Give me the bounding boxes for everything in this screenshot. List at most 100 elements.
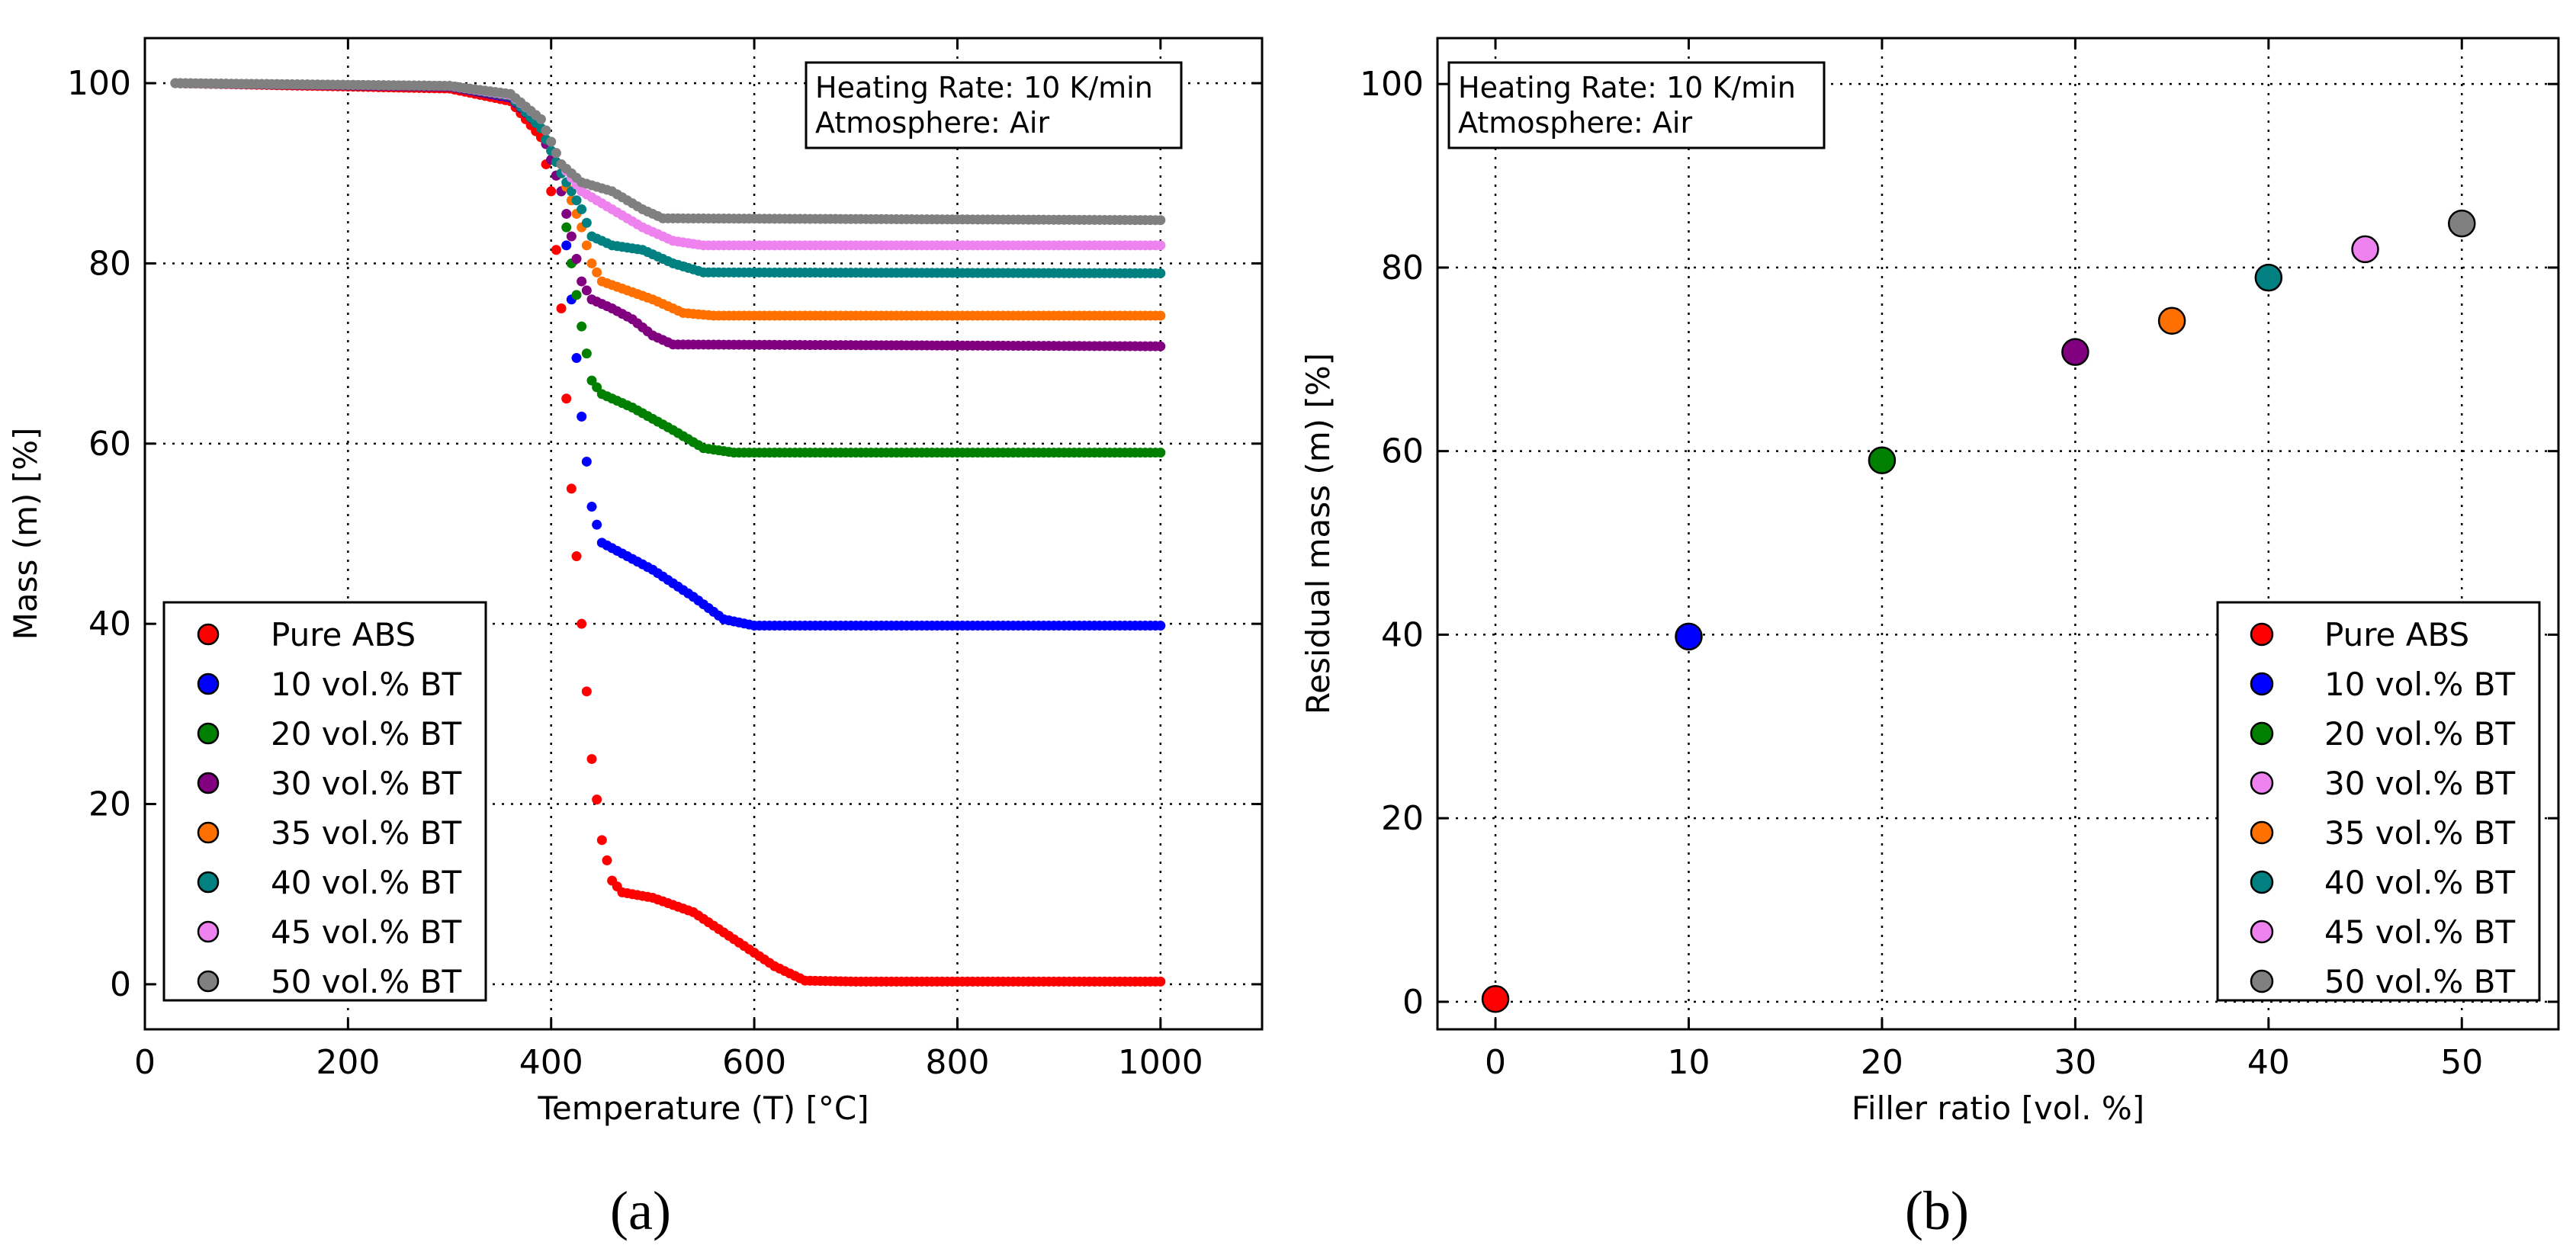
panel-b-point bbox=[2448, 209, 2476, 238]
panel-b-xtick-label: 40 bbox=[2247, 1043, 2290, 1082]
panel-a-ytick-label: 80 bbox=[88, 244, 131, 283]
panel-b-frame bbox=[1436, 37, 2560, 1031]
panel-a-point bbox=[581, 456, 592, 467]
panel-a-annotation-box bbox=[805, 61, 1183, 149]
panel-a-legend: Pure ABS 10 vol.% BT 20 vol.% BT 30 vol.% B… bbox=[162, 601, 487, 1002]
panel-a-legend-label: 40 vol.% BT bbox=[271, 864, 461, 901]
panel-b-legend-label: 35 vol.% BT bbox=[2324, 814, 2515, 852]
panel-a-legend-marker bbox=[197, 623, 220, 646]
panel-b-caption: (b) bbox=[1905, 1180, 1969, 1241]
panel-a-point bbox=[1155, 268, 1166, 278]
panel-b-ytick-label: 20 bbox=[1381, 799, 1424, 838]
panel-a-xtick-label: 400 bbox=[519, 1043, 583, 1082]
panel-a-legend-label: 20 vol.% BT bbox=[271, 715, 461, 753]
panel-b-atmosphere: Atmosphere: Air bbox=[1458, 106, 1692, 140]
panel-b-legend-label: 20 vol.% BT bbox=[2324, 715, 2515, 753]
panel-a-point bbox=[571, 551, 582, 562]
panel-b-legend-label: 45 vol.% BT bbox=[2324, 913, 2515, 951]
panel-b-annotation: Heating Rate: 10 K/min Atmosphere: Air bbox=[1447, 61, 1826, 149]
panel-a-point bbox=[561, 208, 572, 219]
panel-a-xtick-label: 1000 bbox=[1118, 1043, 1203, 1082]
panel-a-ytick-label: 40 bbox=[88, 605, 131, 644]
panel-a-point bbox=[561, 393, 572, 404]
panel-b-ytick-label: 100 bbox=[1360, 65, 1424, 104]
panel-b-point bbox=[1481, 985, 1510, 1013]
panel-a-frame bbox=[143, 37, 1264, 1031]
panel-a-point bbox=[566, 186, 577, 197]
panel-a-atmosphere: Atmosphere: Air bbox=[815, 106, 1049, 140]
panel-a-legend-label: 45 vol.% BT bbox=[271, 913, 461, 951]
panel-b-ylabel: Residual mass (m) [%] bbox=[1299, 353, 1337, 714]
panel-b-legend-marker bbox=[2250, 969, 2274, 993]
panel-b-point bbox=[2061, 338, 2089, 366]
panel-a-legend-marker bbox=[197, 821, 220, 844]
panel-a-legend-label: 30 vol.% BT bbox=[271, 765, 461, 802]
panel-b-ytick-label: 80 bbox=[1381, 249, 1424, 287]
panel-a-legend-marker bbox=[197, 871, 220, 894]
panel-b-legend-marker bbox=[2250, 920, 2274, 944]
panel-a-point bbox=[581, 240, 592, 251]
panel-a-legend-label: 35 vol.% BT bbox=[271, 814, 461, 852]
panel-b-marks bbox=[1481, 209, 2476, 1013]
panel-a-xlabel: Temperature (T) [°C] bbox=[537, 1090, 869, 1127]
panel-a-legend-marker bbox=[197, 722, 220, 745]
panel-b-heating-rate: Heating Rate: 10 K/min bbox=[1458, 71, 1796, 104]
panel-a-xtick-label: 200 bbox=[316, 1043, 380, 1082]
panel-b-ytick-label: 40 bbox=[1381, 615, 1424, 654]
panel-a-point bbox=[561, 240, 572, 251]
panel-a-xtick-label: 0 bbox=[134, 1043, 156, 1082]
panel-a-point bbox=[592, 519, 602, 530]
panel-a-ticks: 0 200 400 600 800 1000 0 20 40 60 80 100 bbox=[67, 38, 1262, 1082]
panel-a-point bbox=[596, 835, 607, 846]
panel-a-point bbox=[581, 686, 592, 697]
panel-a-ylabel: Mass (m) [%] bbox=[7, 428, 44, 640]
panel-b-xlabel: Filler ratio [vol. %] bbox=[1852, 1090, 2144, 1127]
panel-b-point bbox=[2254, 263, 2283, 292]
panel-a-point bbox=[1155, 215, 1166, 226]
panel-b: 0 10 20 30 40 50 0 20 40 60 80 100 Filler ratio [vo… bbox=[1299, 37, 2560, 1241]
panel-a-point bbox=[1155, 310, 1166, 321]
panel-b-ticks: 0 10 20 30 40 50 0 20 40 60 80 100 bbox=[1360, 38, 2558, 1082]
panel-a-legend-label: Pure ABS bbox=[271, 616, 416, 653]
panel-a-ytick-label: 100 bbox=[67, 64, 131, 103]
panel-b-legend-marker bbox=[2250, 820, 2274, 845]
panel-a-legend-marker bbox=[197, 672, 220, 695]
panel-a-marks bbox=[170, 78, 1166, 987]
panel-b-xtick-label: 50 bbox=[2440, 1043, 2483, 1082]
panel-b-legend-label: 10 vol.% BT bbox=[2324, 666, 2515, 703]
panel-b-legend-marker bbox=[2250, 672, 2274, 696]
panel-b-legend-label: 50 vol.% BT bbox=[2324, 963, 2515, 1000]
panel-b-legend-label: 40 vol.% BT bbox=[2324, 864, 2515, 901]
panel-a-point bbox=[577, 411, 587, 422]
panel-a-point bbox=[541, 125, 551, 136]
panel-b-xtick-label: 10 bbox=[1667, 1043, 1710, 1082]
panel-a-point bbox=[586, 753, 597, 764]
panel-a-ytick-label: 0 bbox=[110, 965, 131, 1004]
panel-b-point bbox=[2157, 307, 2186, 335]
panel-b-legend-marker bbox=[2250, 721, 2274, 746]
panel-b-xtick-label: 30 bbox=[2054, 1043, 2096, 1082]
panel-a-point bbox=[581, 285, 592, 296]
panel-a-point bbox=[577, 321, 587, 332]
panel-b-ytick-label: 60 bbox=[1381, 432, 1424, 471]
panel-a-point bbox=[586, 502, 597, 512]
panel-b-legend-label: 30 vol.% BT bbox=[2324, 765, 2515, 802]
panel-a-point bbox=[586, 375, 597, 386]
panel-b-legend-label: Pure ABS bbox=[2324, 616, 2469, 653]
panel-a-point bbox=[581, 348, 592, 359]
panel-a-xtick-label: 800 bbox=[925, 1043, 989, 1082]
panel-a-point bbox=[1155, 448, 1166, 458]
panel-b-legend: Pure ABS 10 vol.% BT 20 vol.% BT 30 vol.% B… bbox=[2216, 601, 2541, 1002]
panel-a-caption: (a) bbox=[610, 1180, 671, 1241]
panel-a-point bbox=[1155, 240, 1166, 251]
panel-b-legend-marker bbox=[2250, 771, 2274, 795]
panel-a-point bbox=[561, 222, 572, 233]
panel-a-legend-label: 10 vol.% BT bbox=[271, 666, 461, 703]
panel-a-point bbox=[566, 231, 577, 242]
panel-a-point bbox=[535, 114, 546, 124]
panel-a-point bbox=[556, 303, 567, 314]
panel-a-heating-rate: Heating Rate: 10 K/min bbox=[815, 71, 1153, 104]
panel-a-point bbox=[1155, 621, 1166, 631]
panel-b-legend-marker bbox=[2250, 622, 2274, 647]
